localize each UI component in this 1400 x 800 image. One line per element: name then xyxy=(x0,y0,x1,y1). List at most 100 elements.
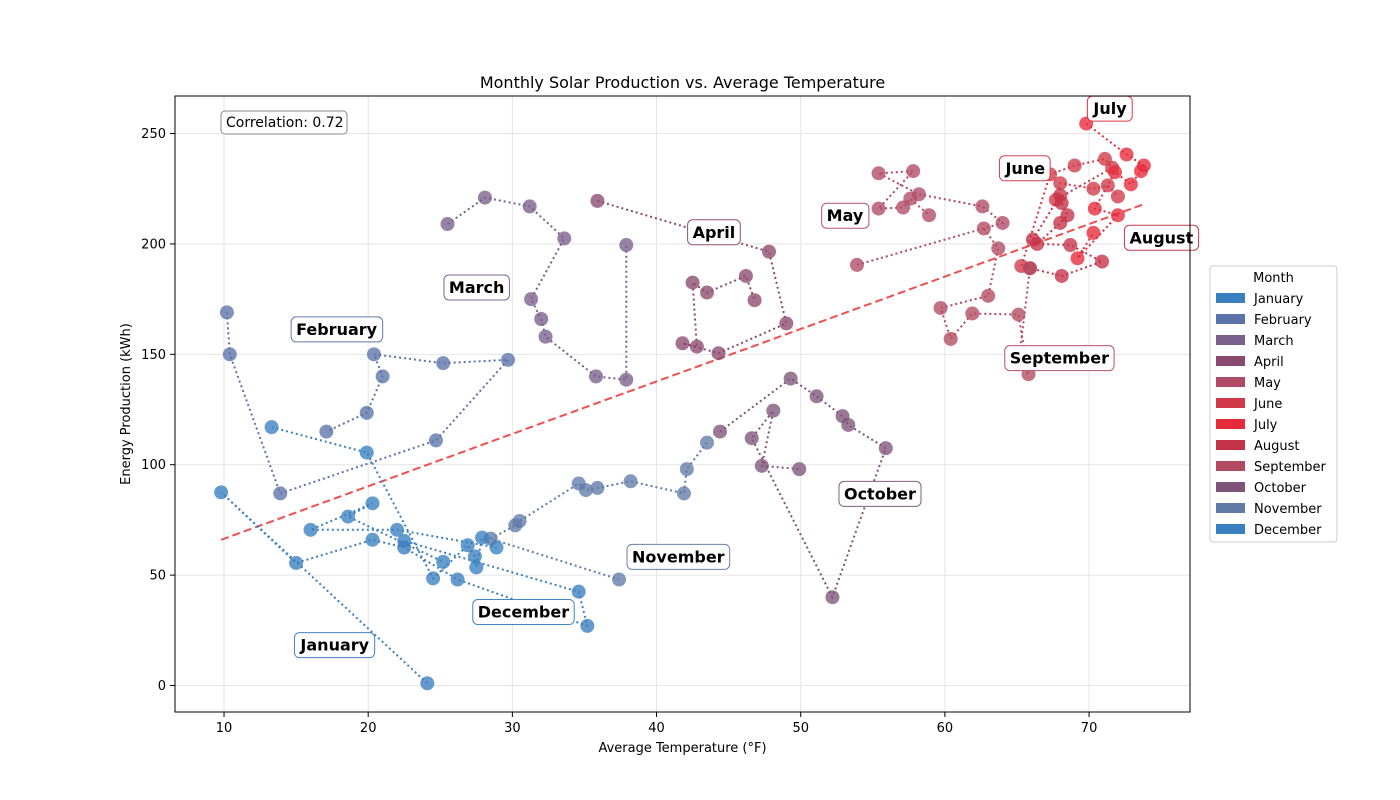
data-point xyxy=(534,311,549,326)
legend-items: January February March April May June July Augu… xyxy=(1216,292,1327,538)
tick-layer: 10 20 30 40 50 60 70 0 50 100 150 200 250 xyxy=(141,127,1097,736)
data-point xyxy=(590,480,605,495)
data-point xyxy=(273,486,288,501)
month-label-box: August xyxy=(1123,224,1200,251)
legend-title: Month xyxy=(1253,271,1294,286)
legend-entry: January xyxy=(1253,292,1304,307)
data-point xyxy=(612,572,627,587)
data-point xyxy=(965,306,980,321)
series-path xyxy=(1076,122,1146,259)
data-point xyxy=(878,441,893,456)
month-label-frame xyxy=(293,632,376,659)
data-point xyxy=(711,346,726,361)
series-path xyxy=(597,199,788,355)
month-label: November xyxy=(632,547,725,566)
legend-entry: November xyxy=(1254,502,1322,517)
data-point xyxy=(975,199,990,214)
data-point xyxy=(477,190,492,205)
data-point xyxy=(1086,181,1101,196)
data-point xyxy=(580,618,595,633)
data-point xyxy=(475,530,490,545)
legend-swatch xyxy=(1216,440,1245,450)
data-point xyxy=(766,403,781,418)
month-label: March xyxy=(449,278,504,297)
correlation-annotation: Correlation: 0.72 xyxy=(220,110,348,135)
x-tick-label: 30 xyxy=(504,721,521,736)
data-point xyxy=(428,433,443,448)
month-label-box: September xyxy=(1004,345,1115,372)
month-label: February xyxy=(296,320,378,339)
data-point xyxy=(365,496,380,511)
data-point xyxy=(390,522,405,537)
data-point xyxy=(426,571,441,586)
data-point xyxy=(738,268,753,283)
data-point xyxy=(871,166,886,181)
month-label: December xyxy=(478,603,569,622)
trend-line xyxy=(220,203,1145,541)
data-point xyxy=(689,339,704,354)
data-point xyxy=(871,201,886,216)
data-point xyxy=(783,371,798,386)
legend-swatch xyxy=(1216,356,1245,366)
y-tick-label: 150 xyxy=(141,348,166,363)
month-label-box: March xyxy=(443,274,510,301)
label-layer: January February March April May June July Augu… xyxy=(290,95,1200,659)
trend-layer xyxy=(220,203,1145,541)
data-point xyxy=(501,352,516,367)
data-point xyxy=(700,435,715,450)
data-point xyxy=(450,572,465,587)
data-point xyxy=(214,485,229,500)
data-point xyxy=(1022,261,1037,276)
data-point xyxy=(397,533,412,548)
month-label-frame xyxy=(290,316,384,343)
data-point xyxy=(588,369,603,384)
data-point xyxy=(489,540,504,555)
legend-swatch xyxy=(1216,482,1245,492)
month-label: April xyxy=(693,223,736,242)
legend-entry: February xyxy=(1254,313,1312,328)
month-label-box: December xyxy=(472,599,575,626)
legend-swatch xyxy=(1216,503,1245,513)
month-label-box: June xyxy=(998,155,1051,182)
point-layer xyxy=(214,116,1151,691)
data-point xyxy=(538,329,553,344)
month-label-box: April xyxy=(687,219,741,246)
data-point xyxy=(571,476,586,491)
data-point xyxy=(469,560,484,575)
data-point xyxy=(1133,164,1148,179)
data-point xyxy=(933,300,948,315)
x-axis-title: Average Temperature (°F) xyxy=(598,741,766,756)
x-tick-label: 60 xyxy=(937,721,954,736)
data-point xyxy=(1054,196,1069,211)
month-label-box: January xyxy=(293,632,376,659)
y-tick-label: 50 xyxy=(149,569,166,584)
data-point xyxy=(1087,201,1102,216)
data-point xyxy=(508,518,523,533)
month-label-frame xyxy=(443,274,510,301)
data-point xyxy=(1095,254,1110,269)
legend-entry: June xyxy=(1253,397,1282,412)
legend-swatch xyxy=(1216,335,1245,345)
data-point xyxy=(420,676,435,691)
plot-frame xyxy=(174,95,1191,713)
data-point xyxy=(991,241,1006,256)
data-point xyxy=(981,288,996,303)
legend-swatch xyxy=(1216,314,1245,324)
data-point xyxy=(995,215,1010,230)
data-point xyxy=(849,257,864,272)
legend-swatch xyxy=(1216,461,1245,471)
legend-entry: July xyxy=(1253,418,1278,433)
month-label: June xyxy=(1004,159,1045,178)
data-point xyxy=(623,474,638,489)
month-label-frame xyxy=(472,599,575,626)
month-label-box: November xyxy=(626,543,731,570)
month-label-frame xyxy=(1004,345,1115,372)
data-point xyxy=(943,331,958,346)
data-point xyxy=(676,486,691,501)
data-point xyxy=(700,285,715,300)
month-label: September xyxy=(1010,349,1109,368)
data-point xyxy=(1011,307,1026,322)
data-point xyxy=(679,462,694,477)
month-label: May xyxy=(827,206,864,225)
data-point xyxy=(1054,268,1069,283)
